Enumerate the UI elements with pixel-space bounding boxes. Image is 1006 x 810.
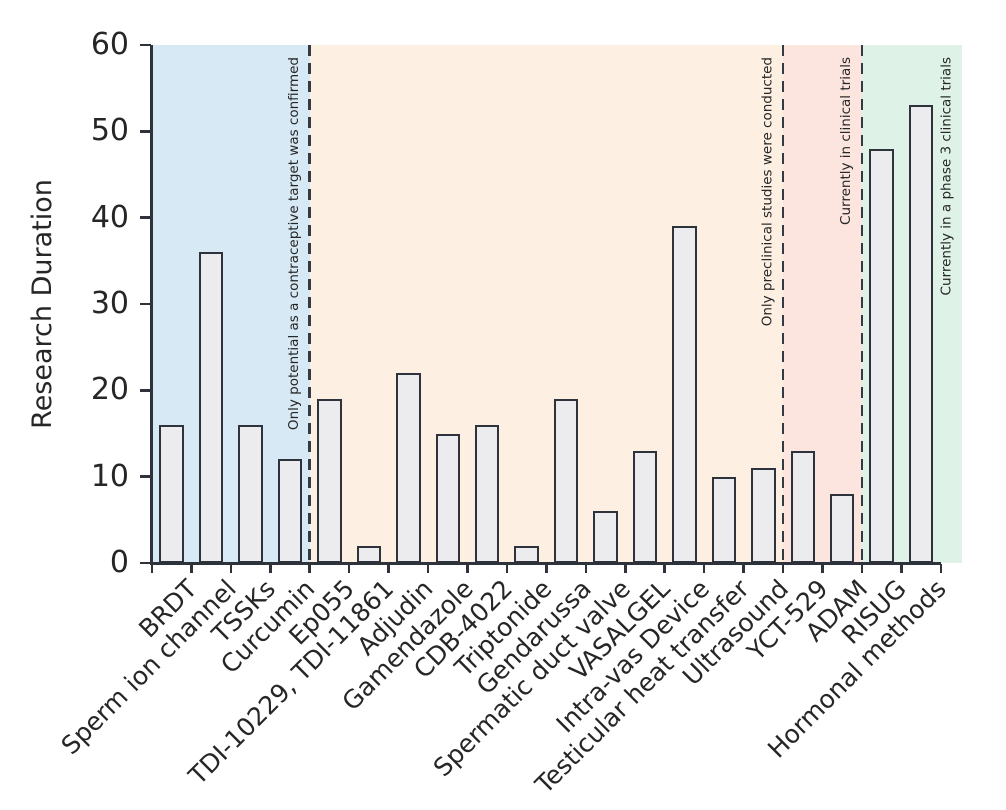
y-axis-spine — [150, 45, 154, 565]
y-tick-label: 20 — [90, 372, 129, 408]
bar — [396, 373, 421, 563]
x-tick — [545, 564, 548, 573]
region-band — [309, 45, 784, 563]
y-tick-label: 60 — [90, 27, 129, 62]
x-tick — [663, 564, 666, 573]
bar — [198, 252, 224, 563]
bar — [474, 424, 500, 563]
x-tick — [505, 564, 509, 573]
y-tick-label: 40 — [90, 199, 129, 235]
x-tick — [190, 564, 193, 573]
x-tick — [347, 564, 351, 573]
x-axis-spine — [150, 561, 941, 565]
bar — [514, 545, 539, 563]
x-tick — [900, 564, 903, 573]
region-annotation: Currently in a phase 3 clinical trials — [938, 57, 954, 296]
y-tick — [139, 43, 151, 47]
region-annotation: Only potential as a contraceptive target… — [285, 57, 302, 431]
region-annotation: Currently in clinical trials — [837, 57, 854, 225]
x-tick — [742, 564, 745, 573]
y-tick-label: 50 — [90, 113, 129, 149]
region-separator-line — [860, 45, 864, 563]
y-tick-label: 30 — [90, 286, 129, 321]
bar — [672, 226, 697, 563]
bar — [829, 493, 855, 563]
x-tick — [426, 564, 430, 573]
x-tick — [584, 564, 588, 573]
x-tick — [229, 564, 233, 573]
bar — [435, 433, 461, 563]
bar — [593, 511, 618, 563]
x-tick — [308, 564, 312, 573]
y-tick — [139, 389, 151, 392]
bar — [711, 476, 737, 563]
bar — [159, 424, 184, 563]
x-tick — [466, 564, 469, 573]
y-tick — [139, 130, 151, 133]
x-tick — [623, 564, 627, 573]
x-tick-label: Sperm ion channel — [55, 574, 242, 761]
y-tick-label: 10 — [90, 458, 129, 494]
bar — [277, 459, 303, 563]
plot-area: Only potential as a contraceptive target… — [152, 45, 962, 563]
bar — [632, 450, 658, 563]
x-tick — [860, 564, 864, 573]
bar — [908, 105, 934, 563]
region-separator-line — [781, 45, 785, 563]
y-tick — [139, 561, 151, 565]
x-tick — [387, 564, 390, 573]
y-tick-label: 0 — [109, 545, 129, 580]
y-tick — [139, 216, 151, 219]
x-tick — [821, 564, 824, 573]
bar — [317, 398, 342, 563]
bar — [356, 545, 382, 563]
bar — [238, 424, 263, 563]
bar — [751, 468, 776, 563]
x-tick — [702, 564, 706, 573]
x-tick — [939, 564, 943, 573]
bar — [553, 398, 579, 563]
x-tick — [781, 564, 785, 573]
y-tick — [139, 475, 151, 478]
bar — [790, 450, 815, 563]
y-tick — [139, 302, 151, 306]
region-separator-line — [308, 45, 312, 563]
bar — [869, 148, 894, 563]
x-tick — [150, 564, 154, 573]
x-tick — [269, 564, 272, 573]
region-annotation: Only preclinical studies were conducted — [759, 57, 776, 327]
